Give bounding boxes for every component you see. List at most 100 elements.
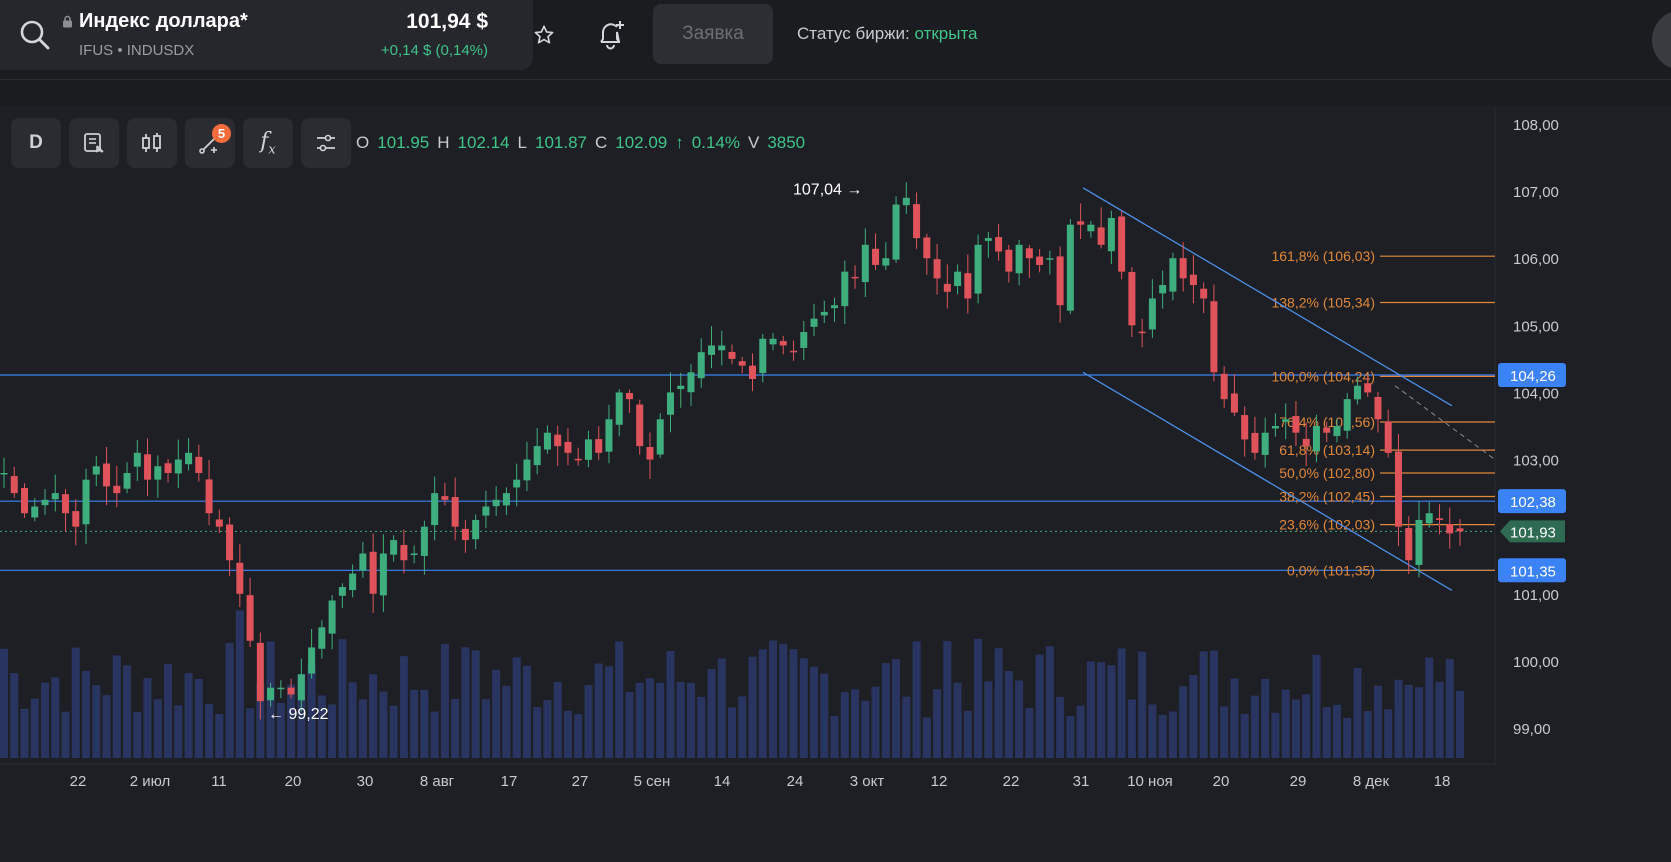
- candle-body: [513, 479, 521, 488]
- projection-line: [1394, 385, 1496, 460]
- y-tick-label: 104,00: [1513, 385, 1559, 402]
- volume-bar: [1435, 681, 1444, 758]
- candle-body: [1353, 385, 1361, 400]
- candle-body: [1128, 271, 1136, 326]
- candle-body: [615, 392, 623, 425]
- volume-bar: [0, 648, 8, 758]
- channel-lower-line[interactable]: [1082, 371, 1453, 591]
- y-tick-label: 101,00: [1513, 587, 1559, 604]
- candle-body: [410, 553, 418, 556]
- volume-bar: [379, 691, 388, 758]
- x-tick-label: 5 сен: [634, 773, 671, 790]
- volume-bar: [1456, 690, 1464, 758]
- candle-body: [379, 553, 387, 596]
- price-axis[interactable]: [1495, 106, 1671, 862]
- volume-bar: [399, 656, 408, 758]
- candle-body: [1118, 216, 1126, 272]
- candle-body: [1179, 258, 1187, 279]
- volume-bar: [133, 711, 142, 758]
- volume-bar: [728, 707, 736, 758]
- candle-body: [995, 237, 1003, 252]
- volume-bar: [584, 685, 593, 758]
- candle-body: [1364, 383, 1372, 393]
- candle-body: [1456, 528, 1464, 532]
- volume-bar: [963, 710, 972, 758]
- drawings-icon[interactable]: 5: [185, 118, 235, 168]
- candle-body: [1097, 227, 1105, 245]
- candle-body: [0, 472, 8, 475]
- candle-body: [1107, 217, 1115, 252]
- candle-body: [1323, 427, 1331, 433]
- candle-body: [625, 393, 633, 400]
- settings-icon[interactable]: [301, 118, 351, 168]
- candle-body: [933, 259, 941, 279]
- volume-bar: [297, 673, 306, 758]
- volume-bar: [1209, 650, 1218, 758]
- volume-bar: [871, 686, 880, 758]
- change-value: 0.14%: [691, 133, 740, 152]
- x-tick-label: 10 ноя: [1127, 773, 1173, 790]
- candle-body: [1138, 331, 1146, 334]
- order-button[interactable]: Заявка: [653, 4, 773, 64]
- candle-body: [954, 271, 962, 286]
- volume-bar: [461, 647, 470, 758]
- ticker-code: IFUS • INDUSDX: [79, 42, 195, 59]
- candle-body: [390, 540, 398, 555]
- volume-bar: [563, 710, 572, 758]
- close-value: 102.09: [615, 133, 668, 152]
- avatar[interactable]: [1652, 10, 1671, 70]
- search-icon[interactable]: [18, 18, 52, 52]
- volume-bar: [123, 665, 132, 758]
- volume-bar: [328, 704, 337, 758]
- volume-bar: [820, 673, 829, 758]
- candle-body: [1148, 298, 1156, 330]
- interval-button[interactable]: D: [11, 118, 61, 168]
- x-tick-label: 8 авг: [420, 773, 455, 790]
- candle-body: [523, 459, 531, 481]
- volume-bar: [164, 664, 173, 758]
- notes-icon[interactable]: [69, 118, 119, 168]
- candles-icon[interactable]: [127, 118, 177, 168]
- candle-body: [31, 506, 39, 518]
- volume-bar: [1414, 687, 1423, 758]
- volume-bar: [471, 650, 480, 758]
- volume-bar: [1291, 699, 1300, 758]
- price-chart[interactable]: 108,00 107,00 106,00 105,00 104,00 103,00 101,…: [0, 106, 1671, 862]
- x-tick-label: 18: [1434, 773, 1451, 790]
- volume-bar: [1363, 711, 1372, 758]
- candle-body: [205, 479, 213, 514]
- candle-body: [431, 493, 439, 526]
- price-tag[interactable]: [1498, 489, 1566, 514]
- volume-bar: [933, 689, 942, 758]
- volume-bar: [225, 642, 234, 758]
- channel-upper-line[interactable]: [1082, 187, 1453, 407]
- volume-bar: [574, 714, 583, 758]
- ticker-card[interactable]: Индекс доллара* IFUS • INDUSDX 101,94 $ …: [0, 0, 533, 70]
- volume-bar: [881, 663, 890, 758]
- x-tick-label: 20: [285, 773, 302, 790]
- volume-bar: [1353, 668, 1362, 758]
- candle-body: [1312, 426, 1320, 452]
- volume-bar: [1373, 685, 1382, 758]
- volume-bar: [1261, 678, 1270, 758]
- volume-bar: [779, 643, 788, 758]
- price-tag[interactable]: [1498, 362, 1566, 387]
- volume-bar: [1230, 678, 1239, 758]
- bell-plus-icon[interactable]: [596, 18, 626, 52]
- price-tag[interactable]: [1498, 558, 1566, 583]
- volume-bar: [656, 682, 665, 758]
- x-tick-label: 3 окт: [850, 773, 885, 790]
- volume-bar: [451, 698, 460, 758]
- volume-bar: [769, 640, 778, 758]
- indicators-icon[interactable]: fx: [243, 118, 293, 168]
- volume-bar: [604, 666, 613, 758]
- candle-body: [605, 419, 613, 452]
- volume-bar: [153, 699, 162, 758]
- candle-body: [554, 434, 562, 447]
- volume-bar: [82, 670, 91, 758]
- star-icon[interactable]: [533, 24, 555, 46]
- candle-body: [984, 238, 992, 241]
- candle-body: [574, 458, 582, 461]
- volume-bar: [512, 657, 521, 758]
- volume-bar: [697, 696, 706, 758]
